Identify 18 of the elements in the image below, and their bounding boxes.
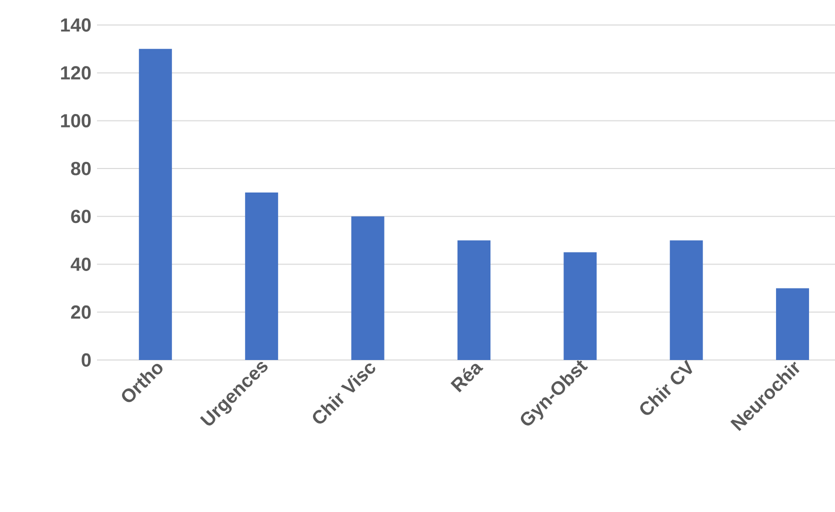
- y-tick-label: 120: [61, 66, 91, 80]
- x-tick-label: Chir Visc: [312, 364, 376, 424]
- bar: [245, 192, 278, 360]
- x-tick-label: Chir CV: [640, 360, 692, 415]
- y-tick-label: 0: [82, 353, 91, 367]
- bar: [351, 216, 384, 360]
- y-tick-label: 140: [61, 18, 91, 32]
- y-tick-label: 20: [71, 305, 91, 319]
- y-tick-label: 100: [61, 114, 91, 128]
- y-tick-label: 80: [71, 162, 91, 176]
- bar: [564, 252, 597, 360]
- bar: [138, 48, 172, 360]
- bar: [457, 240, 490, 360]
- x-tick-label: Réa: [450, 364, 484, 392]
- y-tick-label: 60: [71, 210, 91, 224]
- bar: [670, 240, 703, 360]
- bar: [776, 288, 810, 360]
- y-tick-label: 40: [70, 258, 91, 271]
